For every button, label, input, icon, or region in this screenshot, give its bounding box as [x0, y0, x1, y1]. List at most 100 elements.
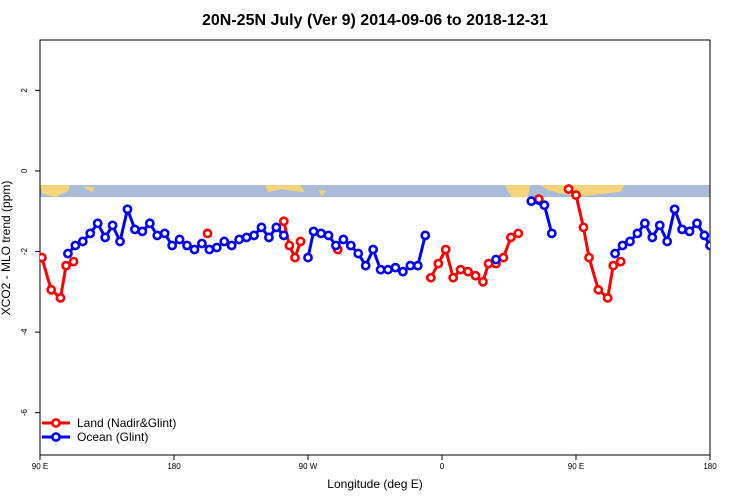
data-point [578, 222, 589, 233]
data-point [470, 270, 481, 281]
data-point [483, 258, 494, 269]
data-point [608, 260, 619, 271]
data-point [455, 264, 466, 275]
data-point [182, 240, 192, 251]
y-tick-label: 2 [20, 88, 29, 93]
data-point [226, 240, 237, 251]
data-point [308, 226, 319, 237]
data-point [353, 248, 364, 259]
map-land [40, 185, 70, 198]
data-point [68, 256, 79, 267]
data-point [478, 276, 488, 287]
series-line [613, 207, 710, 255]
chart-title: 20N-25N July (Ver 9) 2014-09-06 to 2018-… [202, 12, 548, 29]
x-tick-label: 90 W [299, 462, 318, 471]
data-point [390, 262, 401, 273]
data-point [420, 230, 431, 241]
data-point [189, 244, 200, 255]
data-point [211, 242, 222, 253]
data-point [615, 256, 626, 267]
data-point [197, 238, 207, 249]
data-point [100, 232, 111, 243]
data-point [345, 240, 356, 251]
series-layer [40, 184, 710, 303]
legend: Land (Nadir&Glint)Ocean (Glint) [42, 416, 176, 444]
y-tick-label: -2 [20, 247, 29, 255]
data-point [122, 204, 133, 215]
y-tick-label: -4 [20, 328, 29, 336]
data-point [498, 252, 509, 263]
data-point [202, 228, 213, 239]
data-point [705, 240, 710, 251]
map-strip [40, 185, 710, 198]
legend-marker [51, 432, 61, 442]
data-point [63, 248, 73, 259]
data-point [70, 240, 81, 251]
legend-label: Land (Nadir&Glint) [77, 416, 176, 430]
data-point [331, 240, 341, 251]
data-point [669, 204, 680, 215]
y-tick-label: -6 [20, 409, 29, 417]
data-point [433, 258, 444, 269]
data-point [77, 236, 88, 247]
data-point [491, 254, 501, 265]
y-tick-label: 0 [20, 168, 29, 173]
data-point [234, 234, 245, 245]
map-land [540, 185, 625, 196]
legend-label: Ocean (Glint) [77, 430, 148, 444]
data-point [85, 228, 96, 239]
data-point [284, 240, 295, 251]
data-point [593, 284, 604, 295]
data-point [513, 228, 524, 239]
series-ocean [63, 196, 710, 277]
data-point [264, 232, 274, 243]
y-axis-label: XCO2 - MLO trend (ppm) [0, 181, 13, 316]
data-point [241, 232, 252, 243]
data-point [137, 226, 148, 237]
data-point [159, 228, 170, 239]
data-point [405, 260, 416, 271]
data-point [692, 218, 702, 229]
data-point [617, 240, 628, 251]
map-land [505, 185, 530, 198]
data-point [115, 236, 125, 247]
data-point [167, 240, 178, 251]
data-point [278, 216, 289, 227]
data-point [144, 218, 155, 229]
data-point [505, 232, 516, 243]
data-point [204, 244, 215, 255]
data-point [584, 252, 594, 263]
map-land [318, 189, 326, 196]
data-point [295, 236, 306, 247]
data-point [425, 272, 436, 283]
legend-marker [51, 418, 61, 428]
data-point [316, 228, 326, 239]
series-line [567, 187, 622, 300]
map-land [265, 185, 305, 193]
data-point [55, 292, 66, 303]
data-point [647, 232, 658, 243]
x-tick-label: 0 [440, 462, 445, 471]
data-point [546, 228, 557, 239]
data-point [338, 234, 349, 245]
data-point [107, 220, 118, 231]
data-point [219, 236, 230, 247]
data-point [625, 236, 635, 247]
x-tick-label: 90 E [32, 462, 48, 471]
y-axis: 2 0 -2 -4 -6 [20, 88, 40, 417]
data-point [360, 260, 371, 271]
data-point [412, 260, 423, 271]
data-point [654, 220, 665, 231]
data-point [526, 196, 537, 207]
data-point [290, 252, 300, 263]
data-point [368, 244, 379, 255]
data-point [271, 222, 282, 233]
data-point [40, 252, 47, 263]
x-tick-label: 180 [167, 462, 181, 471]
data-point [174, 234, 185, 245]
data-point [563, 184, 574, 194]
data-point [610, 248, 620, 259]
data-point [571, 190, 581, 201]
data-point [256, 222, 267, 233]
